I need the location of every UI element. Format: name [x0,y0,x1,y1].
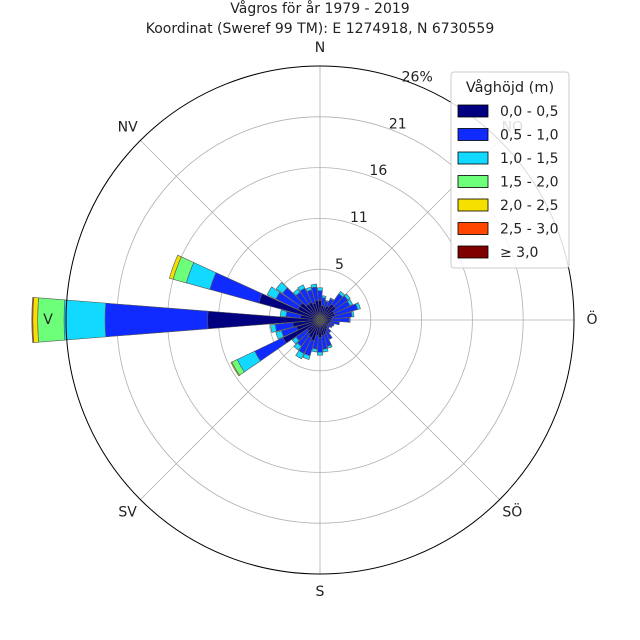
bar-dir270-bin2 [63,299,107,341]
bar-dir280-bin2 [279,309,288,318]
grid-spoke-nv [140,140,321,321]
bar-dir240-bin1 [254,337,287,362]
bar-dir0-bin2 [317,287,323,292]
bar-dir200-bin2 [302,353,311,360]
radial-tick-4: 26% [402,69,433,85]
bar-dir240-bin4 [230,361,240,377]
bar-dir340-bin2 [305,286,313,292]
bar-dir210-bin2 [295,350,305,360]
bar-dir320-bin2 [292,288,301,297]
polar-frame [65,65,575,575]
direction-label-v: V [43,312,53,328]
grid-spoke-so [319,319,500,500]
radial-tick-1: 11 [350,210,368,226]
bar-dir230-bin2 [291,336,300,345]
bar-dir300-bin2 [266,286,281,300]
bar-dir160-bin2 [326,344,333,349]
bar-dir220-bin2 [293,342,302,351]
bar-dir10-bin2 [321,295,327,299]
bar-dir290-bin1 [209,272,263,304]
legend-label-3: 1,5 - 2,0 [500,175,558,191]
bar-dir270-bin5 [31,297,34,343]
bar-dir180-bin2 [316,351,324,356]
bar-dir350-bin2 [310,283,318,289]
legend-items: 0,0 - 0,5 0,5 - 1,0 1,0 - 1,5 1,5 - 2,0 2,0 … [457,104,558,261]
bar-dir110-bin1 [328,322,335,327]
bar-dir40-bin2 [338,290,346,298]
bar-dir90-bin2 [348,317,351,323]
legend: Våghöjd (m) 0,0 - 0,5 0,5 - 1,0 1,0 - 1,5 1… [450,71,570,269]
legend-box [450,71,570,269]
bar-dir290-bin4 [169,254,182,280]
legend-title: Våghöjd (m) [466,79,554,96]
bar-dir260-bin2 [270,323,277,333]
bar-dir0-bin1 [317,290,323,301]
direction-label-sv: SV [118,504,137,520]
legend-swatch-4 [457,198,489,212]
bar-dir20-bin2 [324,299,329,303]
direction-label-so: SÖ [502,502,522,520]
radial-tick-0: 5 [335,257,344,273]
direction-label-o: Ö [586,310,597,328]
bar-dir310-bin2 [275,281,288,294]
legend-label-6: ≥ 3,0 [500,245,538,261]
legend-swatch-5 [457,222,489,235]
bar-dir120-bin1 [327,323,333,329]
bar-dir250-bin2 [275,330,284,340]
bar-dir270-bin4 [32,297,39,343]
bar-dir30-bin2 [329,297,335,302]
sector-bars [31,254,361,377]
grid-spoke-sv [140,319,321,500]
legend-swatch-6 [457,245,489,259]
chart-title: Vågros för år 1979 - 2019 [230,0,409,17]
legend-swatch-3 [457,175,489,188]
bar-dir270-bin1 [104,302,209,338]
legend-swatch-0 [457,104,489,118]
legend-label-2: 1,0 - 1,5 [500,151,558,167]
bar-dir50-bin2 [343,293,351,301]
legend-swatch-1 [457,128,489,141]
legend-label-4: 2,0 - 2,5 [500,198,558,214]
bar-dir190-bin2 [311,348,318,353]
bar-dir60-bin2 [346,299,354,307]
legend-label-1: 0,5 - 1,0 [500,128,558,144]
radial-tick-3: 21 [389,116,407,132]
bar-dir150-bin1 [325,330,333,340]
bar-dir70-bin2 [355,302,361,310]
bar-dir100-bin1 [330,320,340,326]
radial-tick-2: 16 [369,163,387,179]
legend-label-5: 2,5 - 3,0 [500,222,558,238]
legend-label-0: 0,0 - 0,5 [500,104,558,120]
bar-dir80-bin2 [350,311,355,318]
direction-label-s: S [316,584,325,600]
direction-labels: NNOÖSÖSSVVNV [43,40,597,600]
radial-tick-labels: 5 11 16 21 26% [335,69,433,273]
direction-label-nv: NV [118,120,138,136]
direction-label-n: N [315,40,325,56]
legend-swatch-2 [457,151,489,165]
bar-dir170-bin2 [322,348,329,353]
bar-dir330-bin2 [297,284,306,292]
chart-subtitle: Koordinat (Sweref 99 TM): E 1274918, N 6… [146,21,495,37]
